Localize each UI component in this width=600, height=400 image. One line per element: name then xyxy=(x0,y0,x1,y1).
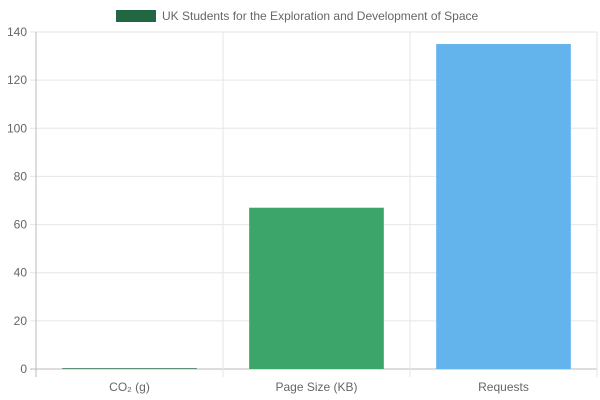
legend-label: UK Students for the Exploration and Deve… xyxy=(162,9,479,23)
x-tick-label: CO₂ (g) xyxy=(109,380,150,394)
y-axis: 0 20 40 60 80 100 120 140 xyxy=(7,25,27,376)
y-tick-label: 120 xyxy=(7,73,27,87)
y-tick-label: 40 xyxy=(14,266,28,280)
y-tick-label: 20 xyxy=(14,314,28,328)
bar[interactable] xyxy=(436,44,571,370)
y-tick-label: 60 xyxy=(14,218,28,232)
x-axis: CO₂ (g) Page Size (KB) Requests xyxy=(109,380,529,394)
gridlines xyxy=(30,31,598,377)
bars xyxy=(62,44,571,370)
bar[interactable] xyxy=(62,368,197,369)
legend-swatch xyxy=(116,10,156,22)
y-tick-label: 0 xyxy=(20,362,27,376)
x-tick-label: Page Size (KB) xyxy=(275,380,357,394)
y-tick-label: 100 xyxy=(7,121,27,135)
x-tick-label: Requests xyxy=(478,380,529,394)
bar[interactable] xyxy=(249,207,384,369)
y-tick-label: 80 xyxy=(14,169,28,183)
legend[interactable]: UK Students for the Exploration and Deve… xyxy=(116,9,479,23)
y-tick-label: 140 xyxy=(7,25,27,39)
